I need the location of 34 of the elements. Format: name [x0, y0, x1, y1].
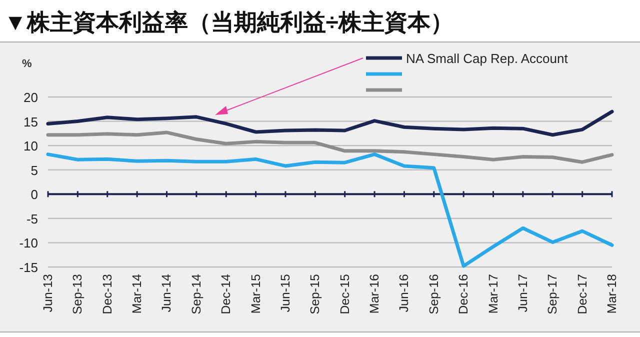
x-tick-label: Mar-14	[130, 274, 144, 314]
chart-title: ▼株主資本利益率（当期純利益÷株主資本）	[4, 9, 454, 35]
x-tick-label: Dec-17	[575, 274, 590, 314]
x-tick-label: Dec-16	[456, 274, 471, 314]
y-tick-label: 5	[30, 162, 38, 178]
x-tick-label: Jun-13	[41, 274, 55, 312]
y-tick-label: -15	[19, 260, 38, 275]
x-tick-label: Jun-16	[397, 274, 412, 312]
y-tick-label: 0	[30, 187, 38, 202]
x-tick-label: Sep-13	[70, 274, 85, 314]
x-tick-label: Sep-15	[308, 274, 322, 314]
x-tick-label: Jun-14	[160, 274, 174, 312]
legend-label: NA Small Cap Rep. Account	[406, 51, 568, 66]
y-tick-label: -10	[19, 236, 38, 251]
x-tick-label: Dec-13	[100, 274, 114, 314]
y-tick-label: 10	[24, 138, 38, 154]
line-series	[46, 110, 614, 137]
x-tick-label: Sep-14	[189, 274, 204, 314]
x-tick-label: Jun-15	[278, 274, 292, 312]
y-tick-label: -5	[26, 211, 38, 226]
y-tick-label: 20	[24, 90, 38, 105]
line-series	[46, 130, 614, 164]
x-tick-label: Mar-16	[368, 274, 382, 314]
x-tick-label: Jun-17	[516, 274, 530, 312]
x-tick-label: Sep-16	[426, 274, 441, 314]
x-tick-label: Mar-17	[486, 274, 500, 314]
x-tick-label: Sep-17	[546, 274, 560, 314]
y-tick-label: 15	[24, 114, 38, 130]
x-tick-label: Mar-18	[605, 274, 619, 314]
x-tick-label: Dec-14	[219, 274, 234, 314]
line-series	[46, 152, 614, 268]
x-tick-label: Mar-15	[248, 274, 263, 314]
x-tick-label: Dec-15	[338, 274, 352, 314]
y-axis-title: %	[22, 58, 32, 70]
